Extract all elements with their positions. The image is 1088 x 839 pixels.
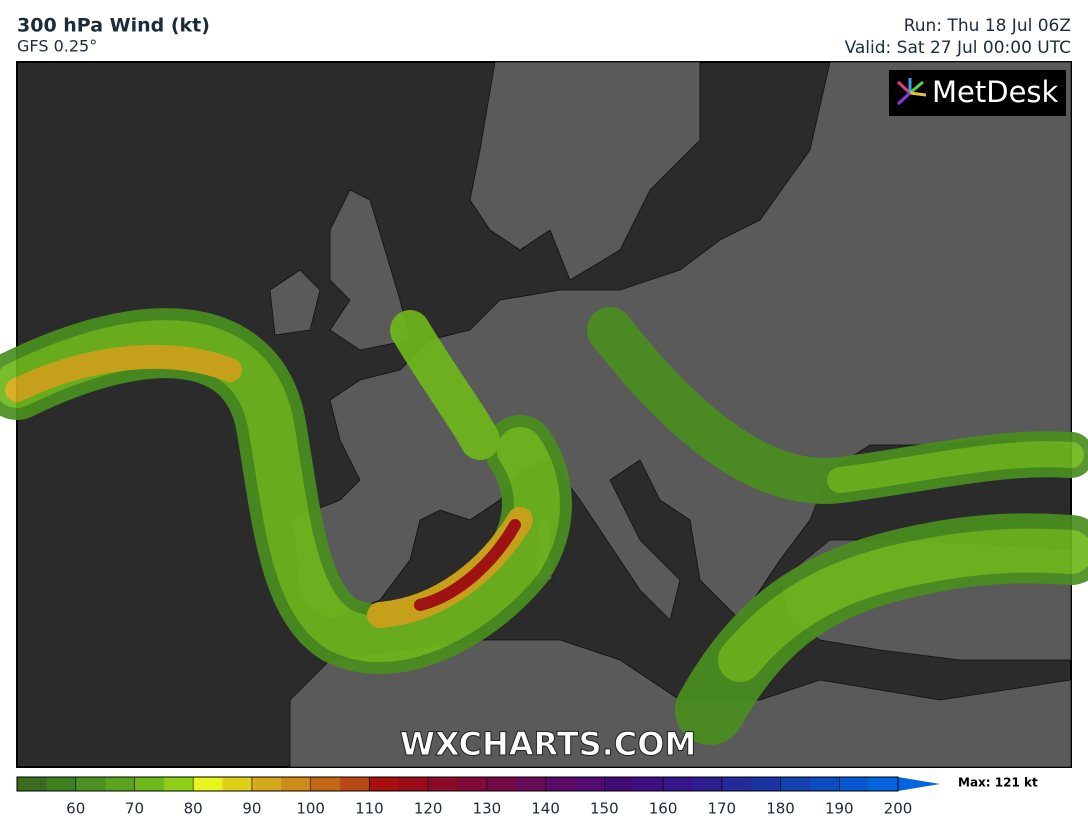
valid: Valid: Sat 27 Jul 00:00 UTC: [845, 38, 1071, 58]
colorbar-tick-label: 120: [414, 800, 443, 818]
colorbar-tick-label: 170: [707, 800, 736, 818]
colorbar: 60 70 80 90 100 110 120 130 140 150 160 170 180 190 20…: [16, 776, 1038, 818]
colorbar-segment: [134, 777, 165, 791]
map: MetDesk WXCHARTS.COM: [0, 61, 1088, 768]
colorbar-segment: [486, 777, 517, 791]
colorbar-tick-label: 60: [66, 800, 85, 818]
colorbar-segment: [663, 777, 693, 791]
colorbar-tick-label: 200: [884, 800, 913, 818]
colorbar-segment: [721, 777, 752, 791]
jet-streams: [0, 307, 1088, 745]
colorbar-segment: [428, 777, 458, 791]
colorbar-segment: [516, 777, 547, 791]
logo-text: MetDesk: [932, 75, 1059, 109]
colorbar-tick-label: 150: [590, 800, 619, 818]
jet-central: [587, 307, 1088, 504]
colorbar-segment: [75, 777, 106, 791]
colorbar-tick-label: 100: [296, 800, 325, 818]
colorbar-segment: [369, 777, 400, 791]
run: Run: Thu 18 Jul 06Z: [904, 16, 1071, 36]
colorbar-segment: [545, 777, 576, 791]
logo-icon: [896, 78, 927, 106]
watermark: WXCHARTS.COM: [400, 725, 697, 763]
colorbar-segment: [809, 777, 840, 791]
colorbar-segment: [604, 777, 635, 791]
colorbar-tick-label: 90: [242, 800, 261, 818]
colorbar-tick-label: 70: [125, 800, 144, 818]
colorbar-arrow: [898, 777, 940, 791]
land: [269, 61, 1072, 768]
colorbar-tick-label: 140: [531, 800, 560, 818]
colorbar-segment: [105, 777, 135, 791]
title: 300 hPa Wind (kt): [17, 15, 210, 37]
colorbar-segment: [633, 777, 664, 791]
colorbar-segment: [163, 777, 194, 791]
colorbar-segment: [457, 777, 488, 791]
colorbar-segment: [193, 777, 224, 791]
colorbar-tick-label: 130: [473, 800, 502, 818]
model: GFS 0.25°: [17, 37, 97, 56]
colorbar-segment: [868, 777, 899, 791]
colorbar-segment: [574, 777, 605, 791]
colorbar-segment: [281, 777, 312, 791]
colorbar-tick-label: 80: [184, 800, 203, 818]
colorbar-segment: [340, 777, 370, 791]
colorbar-segment: [692, 777, 723, 791]
jet-east: [675, 513, 1088, 745]
colorbar-segment: [251, 777, 282, 791]
colorbar-segment: [398, 777, 429, 791]
colorbar-segment: [839, 777, 870, 791]
colorbar-segment: [751, 777, 782, 791]
colorbar-tick-label: 180: [766, 800, 795, 818]
max-label: Max: 121 kt: [958, 776, 1038, 790]
colorbar-segment: [222, 777, 253, 791]
colorbar-segment: [17, 777, 47, 791]
colorbar-tick-label: 110: [355, 800, 384, 818]
colorbar-segment: [46, 777, 77, 791]
colorbar-segment: [780, 777, 811, 791]
colorbar-tick-label: 190: [825, 800, 854, 818]
colorbar-segment: [310, 777, 341, 791]
jet-west: [0, 308, 572, 674]
colorbar-tick-label: 160: [649, 800, 678, 818]
